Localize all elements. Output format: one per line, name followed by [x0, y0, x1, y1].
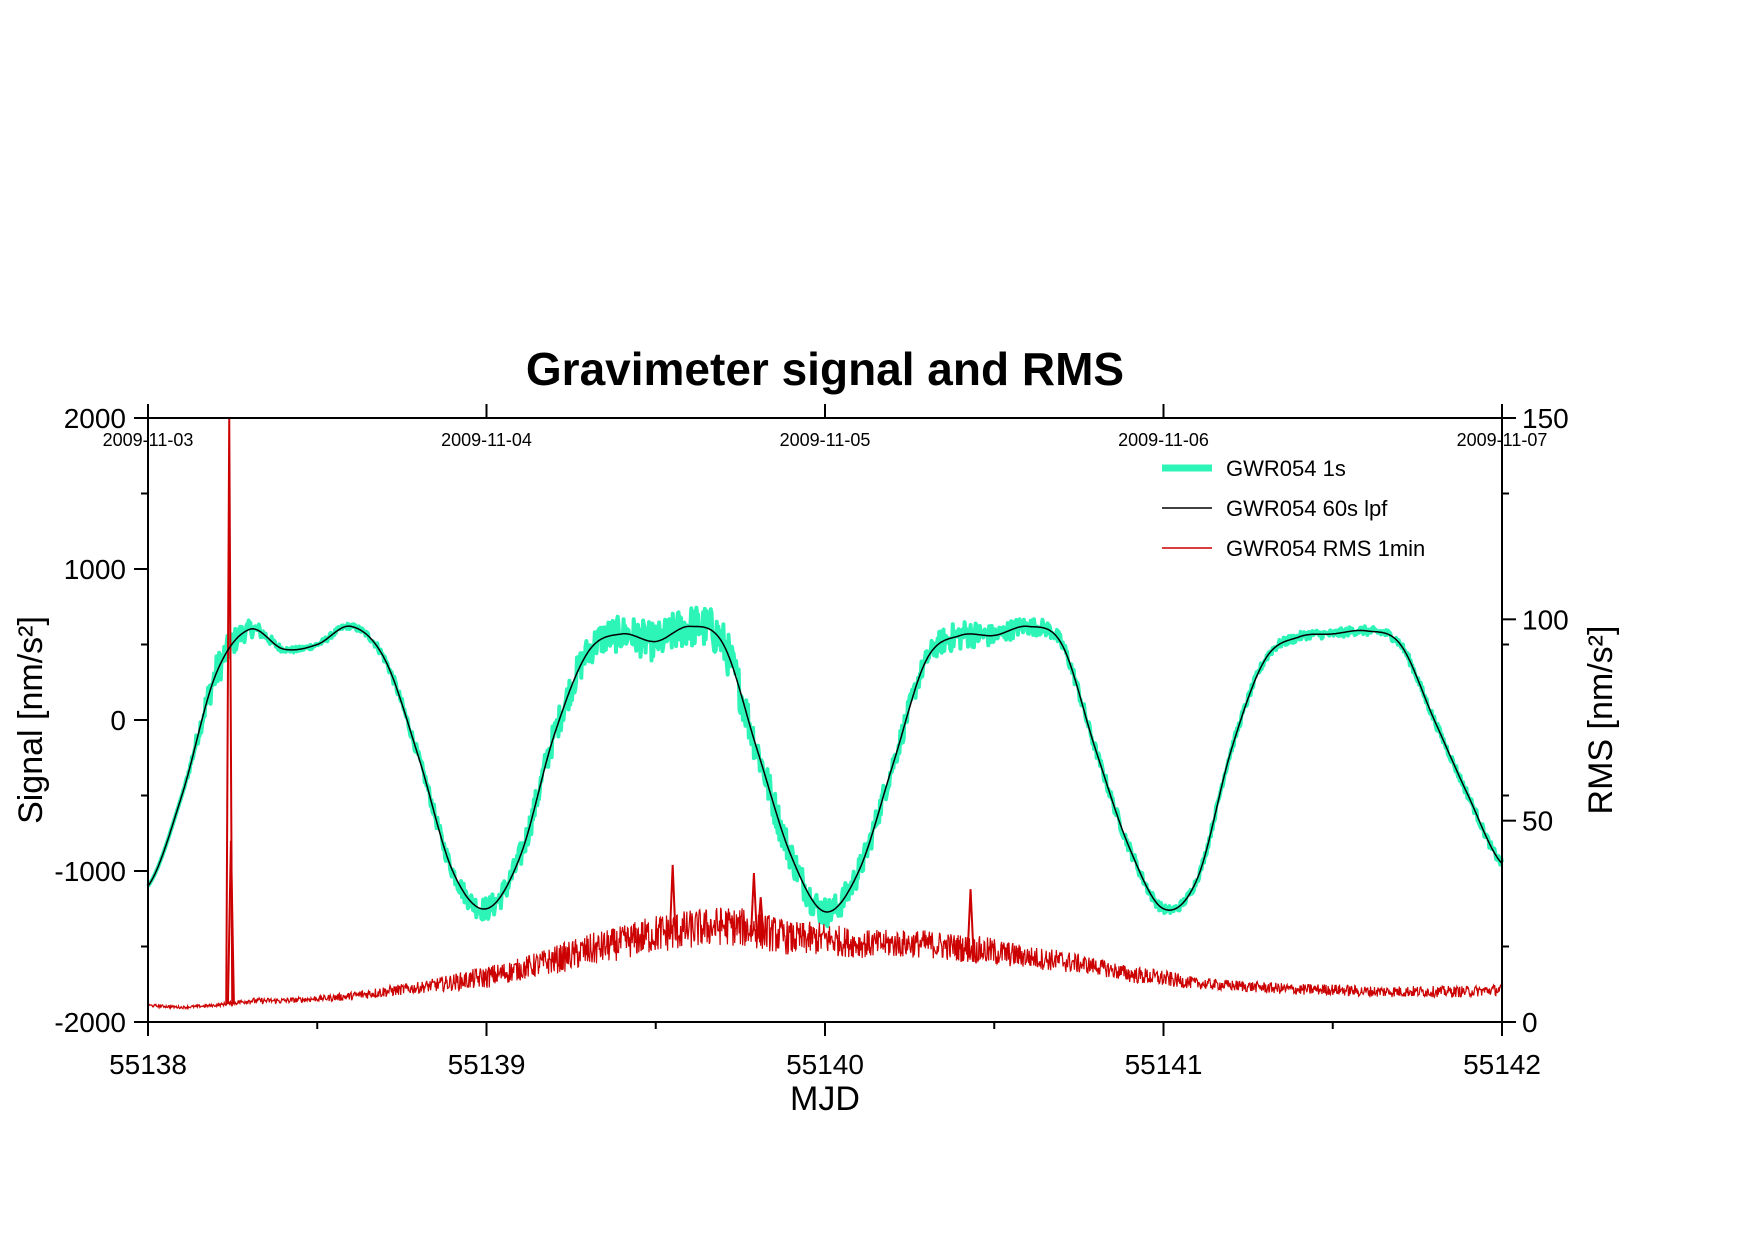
x-axis-label: MJD [790, 1080, 860, 1118]
y-tick-label: 1000 [64, 554, 126, 585]
y-right-tick-label: 100 [1522, 604, 1569, 635]
text-layer: 55138 55139 55140 55141 55142 2009-11-03 2009-… [12, 343, 1620, 1118]
x-tick-label: 55140 [786, 1049, 864, 1080]
date-tick-label: 2009-11-04 [441, 430, 532, 450]
legend: GWR054 1s GWR054 60s lpf GWR054 RMS 1min [1162, 456, 1425, 561]
legend-label: GWR054 60s lpf [1226, 496, 1388, 521]
rms-spike [756, 897, 765, 939]
chart-title: Gravimeter signal and RMS [526, 343, 1124, 395]
rms-spike [226, 840, 235, 1005]
series-signal-1s [146, 605, 1504, 929]
y-right-axis-label: RMS [nm/s²] [1582, 626, 1620, 815]
x-tick-label: 55141 [1125, 1049, 1203, 1080]
x-tick-label: 55138 [109, 1049, 187, 1080]
x-tick-label: 55139 [448, 1049, 526, 1080]
date-tick-label: 2009-11-03 [103, 430, 194, 450]
rms-spike [966, 889, 975, 955]
date-tick-label: 2009-11-07 [1457, 430, 1548, 450]
y-right-tick-label: 150 [1522, 403, 1569, 434]
rms-spike [668, 864, 677, 940]
y-tick-label: 2000 [64, 403, 126, 434]
date-tick-label: 2009-11-05 [780, 430, 871, 450]
rms-spike [749, 872, 758, 938]
y-tick-label: 0 [110, 705, 126, 736]
axes-layer [134, 404, 1516, 1036]
series-signal-60s-lpf [147, 625, 1503, 913]
legend-label: GWR054 RMS 1min [1226, 536, 1425, 561]
y-tick-label: -1000 [54, 856, 126, 887]
series-rms-1min [147, 907, 1503, 1011]
y-right-tick-label: 0 [1522, 1007, 1538, 1038]
y-tick-label: -2000 [54, 1007, 126, 1038]
y-right-tick-label: 50 [1522, 806, 1553, 837]
date-tick-label: 2009-11-06 [1118, 430, 1209, 450]
x-tick-label: 55142 [1463, 1049, 1541, 1080]
legend-label: GWR054 1s [1226, 456, 1346, 481]
y-axis-label: Signal [nm/s²] [12, 616, 50, 824]
